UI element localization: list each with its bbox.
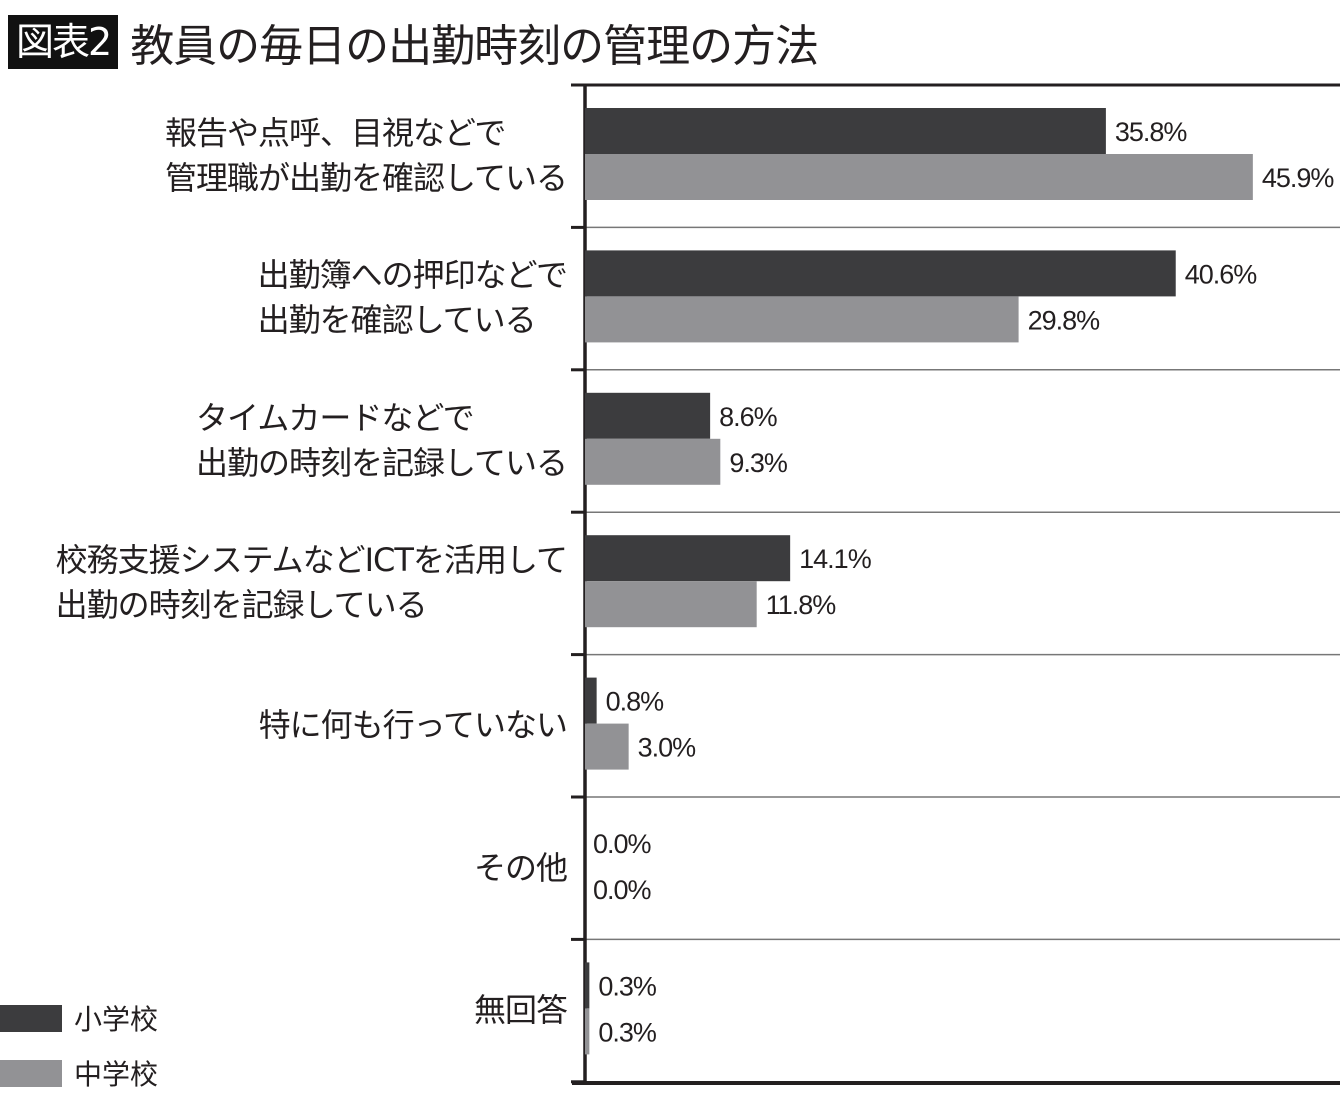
category-label-text: 出勤簿への押印などで 出勤を確認している [257, 253, 568, 343]
bar-elementary [585, 108, 1106, 154]
category-label: 報告や点呼、目視などで管理職が出勤を確認している [0, 85, 568, 227]
category-label-line: 特に何も行っていない [258, 706, 568, 745]
category-label: タイムカードなどで出勤の時刻を記録している [0, 370, 568, 512]
bar-junior-high [585, 581, 757, 628]
category-label-line: その他 [473, 848, 568, 887]
category-label: その他 [0, 797, 568, 939]
bar-junior-high [585, 1008, 590, 1055]
data-label: 0.0% [593, 829, 652, 859]
legend-swatch [0, 1004, 62, 1032]
category-label-line: 校務支援システムなどICTを活用して [55, 541, 568, 580]
category-label-text: その他 [473, 846, 568, 891]
legend-label: 中学校 [74, 1058, 159, 1091]
category-label-line: 出勤を確認している [257, 301, 537, 340]
bar-elementary [585, 677, 597, 724]
bar-elementary [585, 250, 1176, 297]
bar-junior-high [585, 438, 721, 485]
data-label: 35.8% [1115, 117, 1188, 147]
legend-item-elementary: 小学校 [0, 998, 158, 1038]
bar-junior-high [585, 296, 1019, 343]
category-label-line: 出勤の時刻を記録している [195, 443, 568, 482]
category-label-line: 無回答 [473, 990, 568, 1029]
category-label-line: 出勤簿への押印などで [257, 256, 568, 295]
bar-junior-high [585, 154, 1253, 200]
category-label-text: 報告や点呼、目視などで管理職が出勤を確認している [164, 111, 568, 201]
data-label: 3.0% [638, 733, 697, 763]
data-label: 0.0% [593, 875, 652, 905]
data-label: 0.8% [606, 687, 665, 717]
category-label-text: 無回答 [473, 988, 568, 1033]
category-label: 出勤簿への押印などで 出勤を確認している [0, 227, 568, 369]
category-label: 校務支援システムなどICTを活用して 出勤の時刻を記録している [0, 512, 568, 654]
category-label-line: 管理職が出勤を確認している [164, 159, 568, 197]
data-label: 0.3% [598, 971, 657, 1001]
category-label: 特に何も行っていない [0, 655, 568, 797]
chart-title: 図表2 教員の毎日の出勤時刻の管理の方法 [8, 10, 819, 74]
legend-item-junior-high: 中学校 [0, 1053, 158, 1093]
data-label: 45.9% [1262, 163, 1335, 193]
category-label: 無回答 [0, 939, 568, 1081]
data-label: 11.8% [766, 590, 837, 620]
category-label-line: 出勤の時刻を記録している [55, 586, 428, 625]
data-label: 40.6% [1185, 259, 1258, 289]
bar-junior-high [585, 723, 629, 770]
data-label: 8.6% [719, 402, 778, 432]
data-label: 9.3% [729, 448, 788, 478]
page-title: 教員の毎日の出勤時刻の管理の方法 [130, 21, 819, 72]
data-label: 0.3% [598, 1017, 657, 1047]
bar-elementary [585, 535, 791, 582]
category-label-line: タイムカードなどで [195, 398, 475, 437]
data-label: 14.1% [799, 544, 872, 574]
bar-elementary [585, 392, 711, 439]
bar-elementary [585, 962, 590, 1009]
legend-label: 小学校 [74, 1003, 159, 1036]
data-label: 29.8% [1028, 305, 1101, 335]
category-label-text: 校務支援システムなどICTを活用して 出勤の時刻を記録している [55, 538, 568, 628]
legend-swatch [0, 1059, 62, 1087]
figure-badge: 図表2 [8, 15, 119, 69]
category-label-line: 報告や点呼、目視などで [164, 114, 506, 152]
category-label-text: タイムカードなどで出勤の時刻を記録している [195, 396, 568, 486]
category-label-text: 特に何も行っていない [258, 703, 568, 748]
